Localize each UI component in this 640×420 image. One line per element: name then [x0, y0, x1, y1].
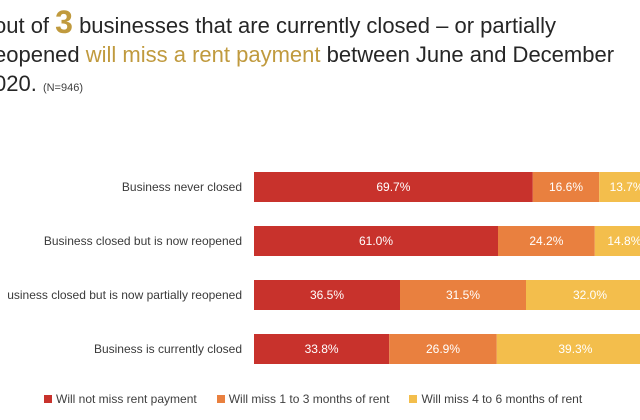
sample-size-note: (N=946)	[42, 82, 83, 94]
data-label: 16.6%	[549, 180, 583, 194]
legend-item: Will not miss rent payment	[44, 392, 197, 406]
category-label: usiness closed but is now partially reop…	[7, 288, 242, 302]
category-label: Business never closed	[122, 180, 242, 194]
data-label: 31.5%	[446, 288, 480, 302]
chart-legend: Will not miss rent payment Will miss 1 t…	[44, 392, 640, 406]
title-big-number: 3	[55, 4, 73, 40]
title-text: eopened	[0, 42, 86, 67]
legend-item: Will miss 4 to 6 months of rent	[409, 392, 582, 406]
bar-segment	[254, 334, 390, 364]
bar-segment	[599, 172, 640, 202]
bar-segment	[389, 334, 497, 364]
data-label: 61.0%	[359, 234, 393, 248]
legend-label: Will miss 4 to 6 months of rent	[421, 392, 583, 406]
chart-title: out of 3 businesses that are currently c…	[0, 6, 640, 103]
title-line-2: eopened will miss a rent payment between…	[0, 40, 640, 69]
data-label: 14.8%	[607, 234, 640, 248]
legend-item: Will miss 1 to 3 months of rent	[216, 392, 390, 406]
legend-label: Will not miss rent payment	[56, 392, 197, 406]
bar-segment	[254, 226, 498, 256]
title-text: 020.	[0, 71, 37, 96]
bar-segment	[526, 280, 640, 310]
data-label: 24.2%	[529, 234, 563, 248]
legend-swatch	[216, 395, 225, 403]
data-label: 26.9%	[426, 342, 460, 356]
data-label: 13.7%	[610, 180, 640, 194]
title-text: between June and December	[320, 42, 615, 67]
bar-segment	[496, 334, 640, 364]
bar-segment	[498, 226, 595, 256]
title-line-3: 020. (N=946)	[0, 69, 640, 103]
legend-label: Will miss 1 to 3 months of rent	[228, 392, 390, 406]
category-label: Business is currently closed	[94, 342, 242, 356]
bar-segment	[254, 280, 400, 310]
data-label: 32.0%	[573, 288, 607, 302]
title-line-1: out of 3 businesses that are currently c…	[0, 6, 640, 40]
bar-segment	[532, 172, 600, 202]
legend-swatch	[409, 395, 418, 403]
bar-segment	[400, 280, 526, 310]
data-label: 39.3%	[558, 342, 592, 356]
data-label: 36.5%	[310, 288, 344, 302]
data-label: 33.8%	[305, 342, 339, 356]
title-text: businesses that are currently closed – o…	[72, 13, 556, 38]
bar-segment	[594, 226, 640, 256]
category-label: Business closed but is now reopened	[44, 234, 242, 248]
data-label: 69.7%	[376, 180, 410, 194]
legend-swatch	[44, 395, 52, 403]
title-highlight: will miss a rent payment	[85, 42, 321, 67]
bar-segment	[254, 172, 533, 202]
title-text: out of	[0, 13, 56, 38]
